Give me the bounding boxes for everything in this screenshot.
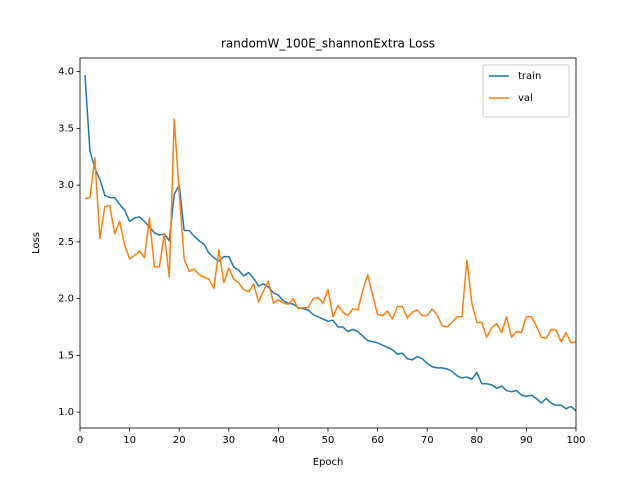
chart-title: randomW_100E_shannonExtra Loss [221,37,435,51]
plot-frame [79,57,577,429]
x-tick-label: 80 [470,435,483,446]
y-tick-label: 3.5 [58,123,74,134]
x-tick-label: 30 [222,435,235,446]
line-series [84,118,577,344]
legend-box [482,64,570,118]
y-tick-label: 2.0 [58,294,74,305]
legend-label: train [518,71,541,82]
y-tick-label: 2.5 [58,237,74,248]
y-tick-label: 1.0 [58,407,74,418]
x-tick-label: 40 [272,435,285,446]
x-tick-label: 60 [371,435,384,446]
y-axis-label: Loss [31,232,42,254]
x-tick-label: 70 [421,435,434,446]
x-tick-label: 10 [123,435,136,446]
x-tick-label: 0 [77,435,83,446]
legend-label: val [518,93,533,104]
x-tick-label: 90 [520,435,533,446]
y-tick-label: 4.0 [58,67,74,78]
line-series [84,74,577,412]
x-tick-label: 100 [566,435,585,446]
y-tick-label: 3.0 [58,180,74,191]
x-tick-label: 50 [322,435,335,446]
x-axis-label: Epoch [313,457,344,468]
x-tick-label: 20 [173,435,186,446]
y-tick-label: 1.5 [58,350,74,361]
